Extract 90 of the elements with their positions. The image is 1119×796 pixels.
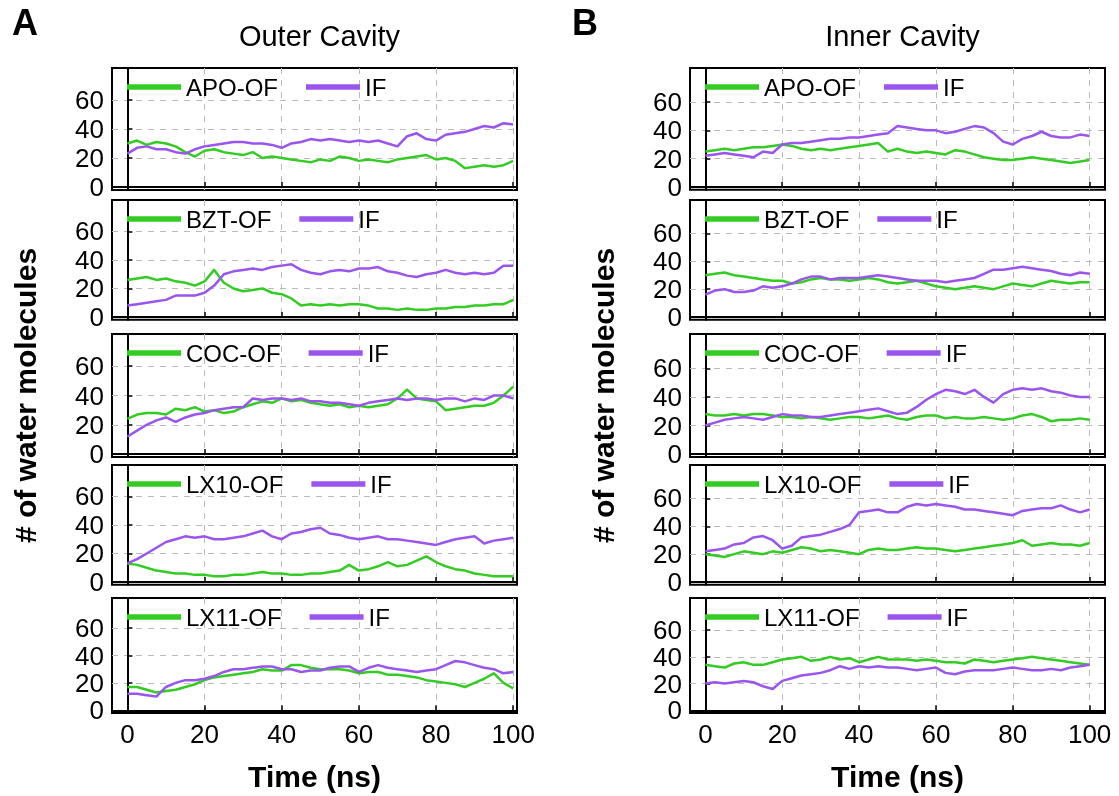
line-series xyxy=(704,538,1091,559)
y-tick-label: 60 xyxy=(653,218,682,249)
line-series xyxy=(704,412,1091,423)
y-axis-title: # of water molecules xyxy=(586,247,620,544)
line-series xyxy=(704,124,1091,159)
x-tick-label: 0 xyxy=(698,719,713,749)
y-tick-label: 0 xyxy=(89,695,104,726)
y-tick-label: 40 xyxy=(75,113,104,144)
x-tick-label: 80 xyxy=(998,719,1028,749)
y-tick-label: 0 xyxy=(667,439,682,470)
x-tick-label: 20 xyxy=(190,719,220,749)
chart-title: Inner Cavity xyxy=(825,19,981,52)
x-tick-label: 100 xyxy=(1067,719,1112,749)
y-tick-label: 60 xyxy=(653,87,682,117)
line-series xyxy=(126,268,515,312)
y-tick-label: 60 xyxy=(653,483,682,514)
legend-label: BZT-OF xyxy=(764,205,850,233)
legend-label: IF xyxy=(945,339,967,367)
legend-label: COC-OF xyxy=(186,339,281,367)
line-series xyxy=(126,555,515,578)
x-tick-label: 0 xyxy=(120,719,135,749)
y-tick-label: 20 xyxy=(653,143,682,174)
y-tick-label: 0 xyxy=(89,567,104,597)
legend-label: IF xyxy=(943,73,965,101)
text: A xyxy=(12,1,38,43)
x-axis-title: Time (ns) xyxy=(831,759,964,793)
y-tick-label: 40 xyxy=(75,380,104,411)
y-tick-label: 40 xyxy=(75,244,104,275)
legend-label: IF xyxy=(367,339,389,367)
legend-label: APO-OF xyxy=(764,73,857,101)
line-series xyxy=(126,139,515,170)
y-axis-title: # of water molecules xyxy=(8,247,42,544)
legend-label: LX11-OF xyxy=(764,603,860,631)
line-series xyxy=(126,121,515,155)
legend-label: LX11-OF xyxy=(186,603,282,631)
y-tick-label: 0 xyxy=(89,439,104,470)
y-tick-label: 0 xyxy=(89,302,104,332)
line-series xyxy=(704,387,1091,427)
line-series xyxy=(126,526,515,565)
y-tick-label: 60 xyxy=(75,216,104,247)
line-series xyxy=(704,271,1091,291)
legend-label: IF xyxy=(368,603,390,631)
x-axis-title: Time (ns) xyxy=(248,759,381,793)
y-tick-label: 60 xyxy=(75,351,104,382)
y-tick-label: 20 xyxy=(653,410,682,441)
legend-label: IF xyxy=(365,73,387,101)
y-tick-label: 0 xyxy=(667,172,682,202)
line-series xyxy=(126,394,515,438)
y-tick-label: 20 xyxy=(653,539,682,570)
line-series xyxy=(126,262,515,307)
legend-label: IF xyxy=(946,603,968,631)
legend-label: COC-OF xyxy=(764,339,859,367)
x-tick-label: 40 xyxy=(844,719,874,749)
legend-label: IF xyxy=(948,470,970,498)
y-tick-label: 20 xyxy=(75,142,104,173)
legend-label: LX10-OF xyxy=(186,470,284,498)
line-series xyxy=(704,502,1091,553)
legend-label: IF xyxy=(370,470,392,498)
y-tick-label: 40 xyxy=(653,246,682,277)
y-tick-label: 0 xyxy=(89,172,104,202)
legend-label: IF xyxy=(358,205,380,233)
line-series xyxy=(704,265,1091,296)
legend-label: IF xyxy=(936,205,958,233)
y-tick-label: 0 xyxy=(667,302,682,332)
x-tick-label: 20 xyxy=(767,719,797,749)
y-tick-label: 40 xyxy=(653,115,682,146)
x-tick-label: 80 xyxy=(421,719,451,749)
y-tick-label: 20 xyxy=(75,538,104,569)
x-tick-label: 60 xyxy=(344,719,374,749)
y-tick-label: 20 xyxy=(653,274,682,305)
legend-label: LX10-OF xyxy=(764,470,862,498)
x-tick-label: 100 xyxy=(491,719,535,749)
y-tick-label: 20 xyxy=(75,409,104,440)
line-series xyxy=(704,655,1091,669)
y-tick-label: 60 xyxy=(653,353,682,384)
y-tick-label: 40 xyxy=(653,381,682,412)
x-tick-label: 40 xyxy=(267,719,297,749)
y-tick-label: 60 xyxy=(75,84,104,115)
chart-title: Outer Cavity xyxy=(238,19,401,52)
text: B xyxy=(572,1,598,43)
y-tick-label: 0 xyxy=(667,567,682,597)
y-tick-label: 40 xyxy=(653,511,682,542)
y-tick-label: 60 xyxy=(75,481,104,512)
line-series xyxy=(704,663,1091,691)
y-tick-label: 20 xyxy=(75,273,104,304)
y-tick-label: 40 xyxy=(75,509,104,540)
legend-label: BZT-OF xyxy=(186,205,272,233)
x-tick-label: 60 xyxy=(921,719,951,749)
line-series xyxy=(704,141,1091,165)
legend-label: APO-OF xyxy=(186,73,279,101)
